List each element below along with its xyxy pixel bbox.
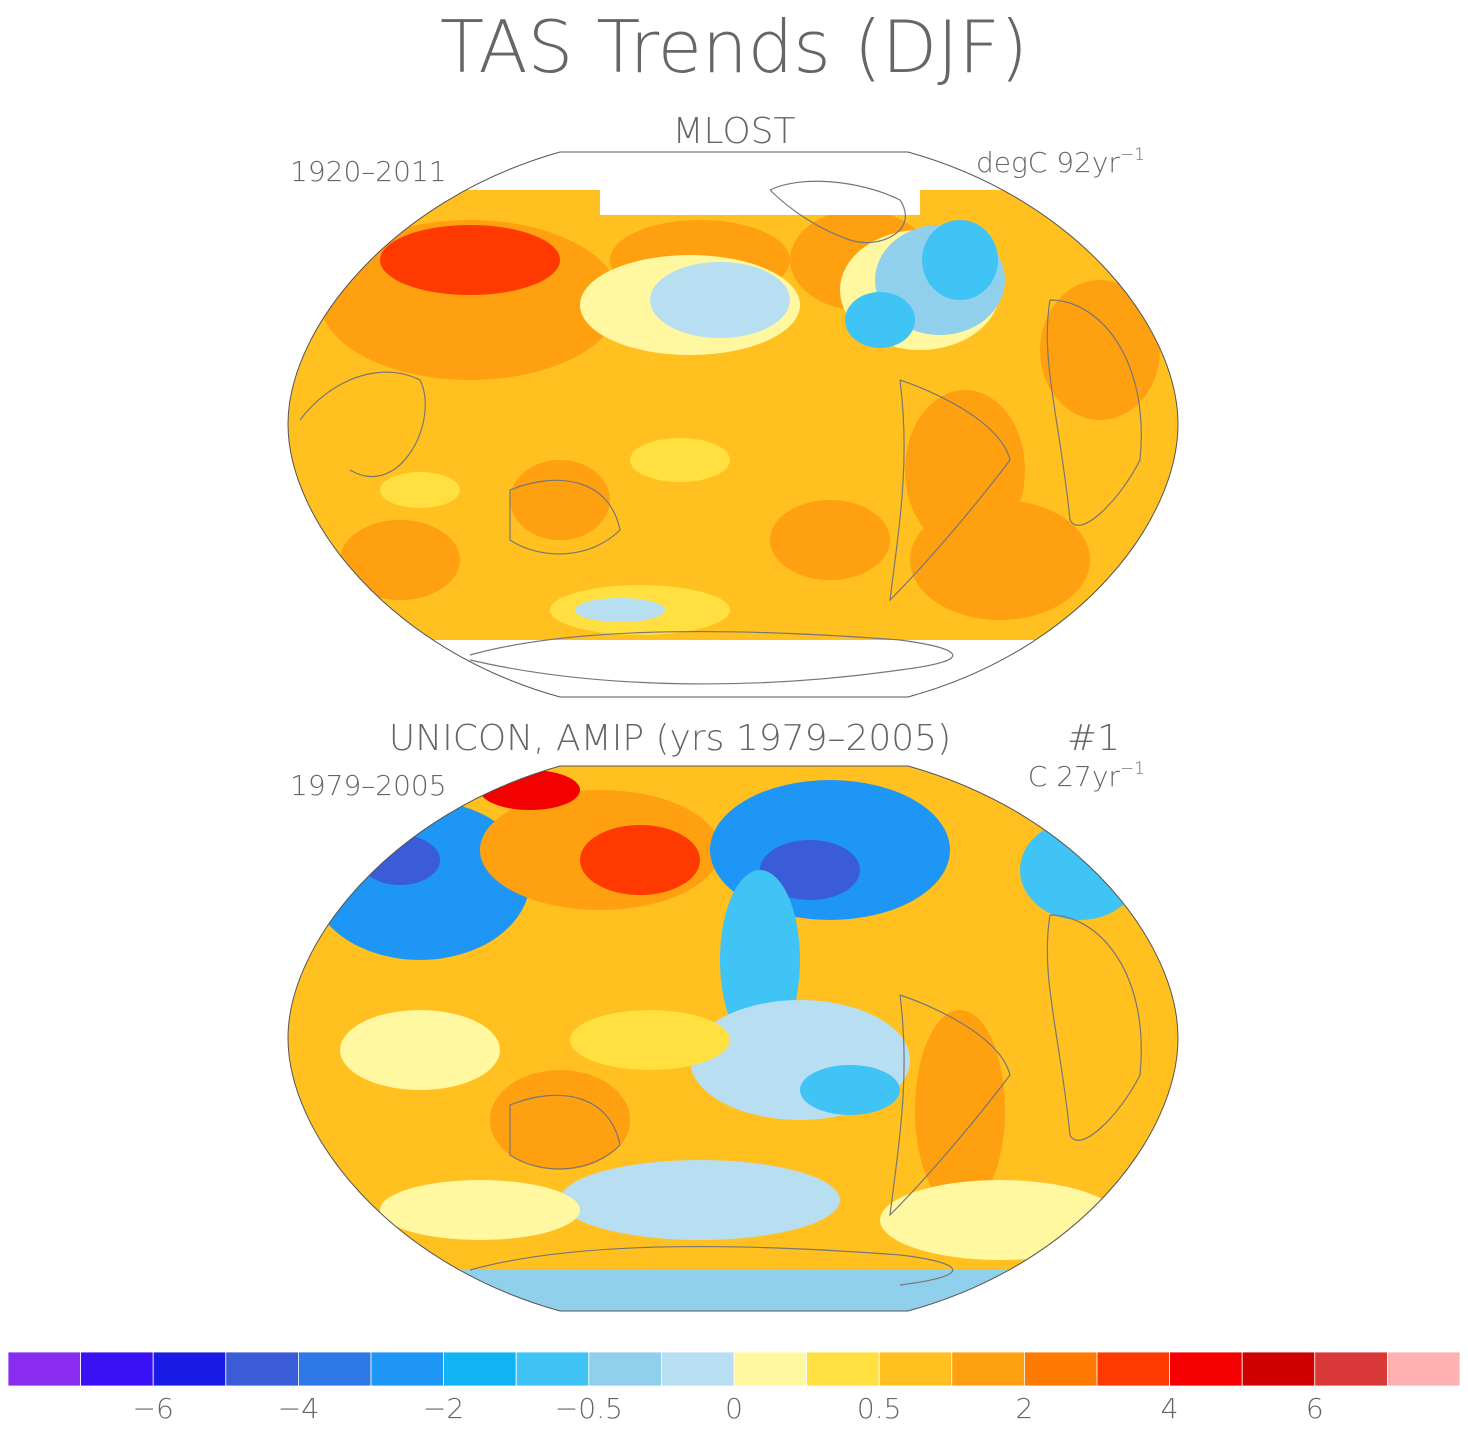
map-border: [287, 151, 1179, 698]
colorbar-label: −6: [133, 1392, 174, 1425]
figure-title: TAS Trends (DJF): [440, 5, 1028, 89]
panel-units: degC 92yr−1: [976, 145, 1145, 179]
colorbar-box: [588, 1351, 662, 1387]
colorbar-label: 6: [1306, 1392, 1324, 1425]
map-unicon: [288, 766, 1178, 1311]
colorbar-box: [152, 1351, 227, 1387]
colorbar-box: [80, 1351, 154, 1387]
colorbar-label: 0: [725, 1392, 743, 1425]
map-mlost: [288, 152, 1178, 697]
colorbar-box: [806, 1351, 880, 1387]
panel-units: C 27yr−1: [1028, 759, 1145, 793]
colorbar-box: [951, 1351, 1025, 1387]
colorbar-box: [7, 1351, 81, 1387]
units-exponent: −1: [1120, 145, 1145, 165]
panel-run: #1: [1067, 718, 1120, 759]
colorbar-box: [225, 1351, 299, 1387]
colorbar-box: [1169, 1351, 1243, 1387]
colorbar-box: [370, 1351, 444, 1387]
panel-title: MLOST: [672, 111, 795, 152]
colorbar-label: −0.5: [555, 1392, 623, 1425]
colorbar: −6 −4 −2 −0.5 0 0.5 2 4 6: [7, 1351, 1461, 1425]
colorbar-box: [443, 1351, 517, 1387]
colorbar-box: [515, 1351, 590, 1387]
map-border: [287, 765, 1179, 1312]
panel-title: UNICON, AMIP (yrs 1979–2005): [389, 718, 951, 759]
colorbar-box: [878, 1351, 953, 1387]
colorbar-box: [1241, 1351, 1316, 1387]
units-text: C 27yr: [1028, 760, 1121, 793]
units-text: degC 92yr: [976, 146, 1120, 179]
colorbar-box: [733, 1351, 807, 1387]
colorbar-box: [1024, 1351, 1098, 1387]
panel-period: 1979–2005: [290, 769, 447, 802]
colorbar-label: 0.5: [857, 1392, 902, 1425]
colorbar-box: [1096, 1351, 1170, 1387]
colorbar-box: [1387, 1351, 1461, 1387]
panel-period: 1920–2011: [290, 155, 447, 188]
colorbar-box: [1314, 1351, 1388, 1387]
colorbar-label: −4: [278, 1392, 319, 1425]
colorbar-box: [661, 1351, 735, 1387]
colorbar-label: 2: [1015, 1392, 1033, 1425]
units-exponent: −1: [1120, 759, 1145, 779]
colorbar-label: 4: [1161, 1392, 1179, 1425]
colorbar-box: [297, 1351, 372, 1387]
colorbar-label: −2: [423, 1392, 464, 1425]
